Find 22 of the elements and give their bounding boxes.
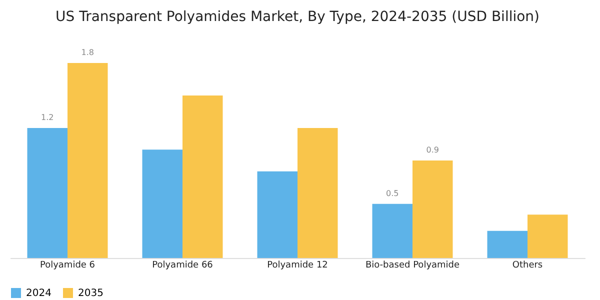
bar (142, 150, 182, 258)
bar (372, 204, 412, 258)
chart-title: US Transparent Polyamides Market, By Type, 2024-2035 (USD Billion) (55, 9, 540, 25)
data-label: 1.2 (41, 113, 54, 122)
bar (412, 160, 453, 258)
bar (182, 96, 223, 258)
bar (298, 128, 338, 258)
data-label: 0.5 (386, 188, 399, 198)
x-tick-label: Others (512, 260, 543, 270)
bar (257, 171, 298, 258)
x-tick-label: Polyamide 6 (40, 260, 96, 270)
data-label: 1.8 (81, 48, 94, 57)
data-label: 0.9 (426, 146, 439, 154)
x-tick-label: Polyamide 66 (152, 260, 214, 270)
x-tick-label: Bio-based Polyamide (365, 260, 460, 270)
x-tick-label: Polyamide 12 (267, 260, 328, 270)
bar (68, 63, 108, 258)
bar (528, 214, 568, 258)
bar (487, 230, 528, 258)
legend-label: 2024 (26, 288, 52, 299)
bar (27, 128, 68, 258)
legend-label: 2035 (78, 288, 104, 299)
